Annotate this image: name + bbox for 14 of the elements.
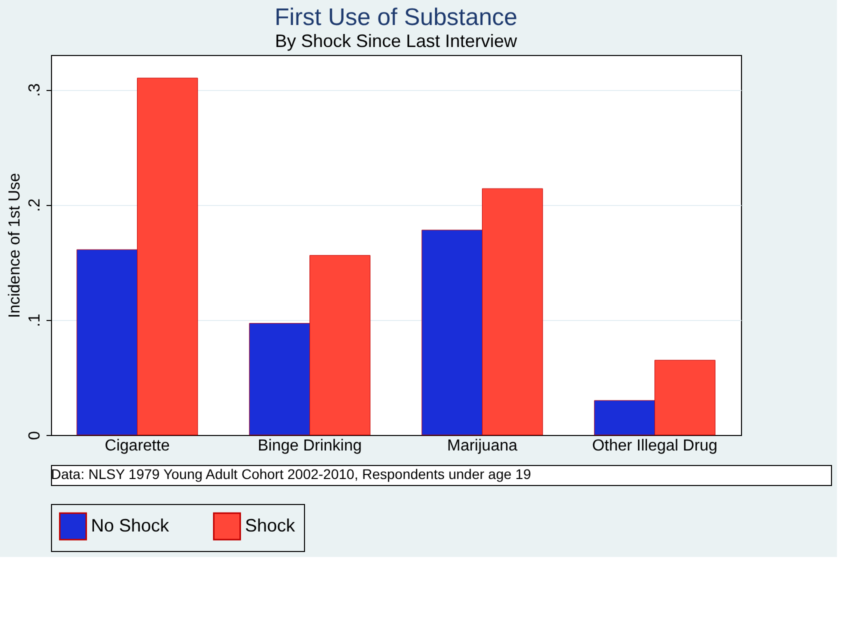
y-tick-label: .3	[26, 83, 44, 97]
x-tick-label: Marijuana	[447, 438, 518, 454]
y-axis-title: Incidence of 1st Use	[6, 172, 24, 318]
y-tick-label: .2	[26, 198, 44, 212]
x-tick-label: Binge Drinking	[258, 438, 362, 454]
y-tick-label: 0	[26, 430, 44, 440]
x-tick-label: Other Illegal Drug	[592, 438, 718, 454]
legend-label: No Shock	[91, 515, 170, 536]
chart-title: First Use of Substance	[274, 4, 518, 31]
x-tick-label: Cigarette	[104, 438, 170, 454]
legend-label: Shock	[245, 515, 296, 536]
chart-subtitle: By Shock Since Last Interview	[274, 31, 518, 51]
y-tick-label: .1	[26, 314, 44, 328]
text: Data: NLSY 1979 Young Adult Cohort 2002-2010, Respondents under age 19	[51, 466, 532, 482]
